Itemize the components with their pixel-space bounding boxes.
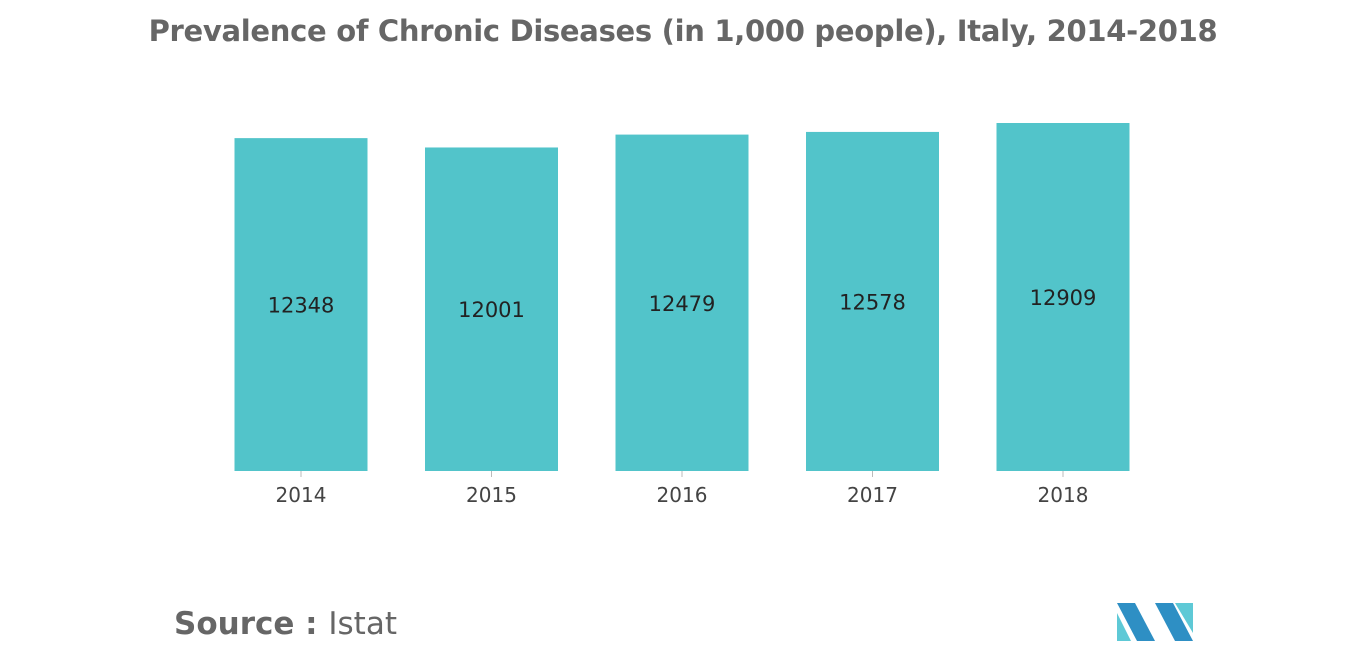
data-label-2014: 12348 [268, 294, 335, 318]
bar-2015 [425, 147, 558, 471]
logo-shape-right [1155, 603, 1193, 641]
brand-logo-icon [1117, 603, 1193, 641]
data-label-2015: 12001 [458, 298, 525, 322]
bar-2014 [234, 138, 368, 471]
source-prefix: Source : [174, 606, 329, 642]
x-tick-label-2014: 2014 [276, 483, 327, 507]
x-tick-label-2018: 2018 [1038, 483, 1089, 507]
bar-2018 [996, 123, 1130, 471]
data-label-2018: 12909 [1030, 286, 1097, 310]
logo-shape-right-accent [1175, 603, 1193, 633]
x-tick-label-2017: 2017 [847, 483, 898, 507]
data-label-2017: 12578 [839, 290, 906, 314]
source-note: Source : Istat [174, 606, 397, 642]
logo-shape-left [1117, 603, 1155, 641]
x-tick-label-2015: 2015 [466, 483, 517, 507]
logo-shape-left-accent [1117, 613, 1131, 641]
chart-title: Prevalence of Chronic Diseases (in 1,000… [148, 14, 1218, 48]
bar-2017 [806, 131, 939, 471]
source-name: Istat [328, 606, 397, 642]
data-label-2016: 12479 [649, 292, 716, 316]
x-tick-label-2016: 2016 [657, 483, 708, 507]
bar-2016 [615, 134, 749, 471]
